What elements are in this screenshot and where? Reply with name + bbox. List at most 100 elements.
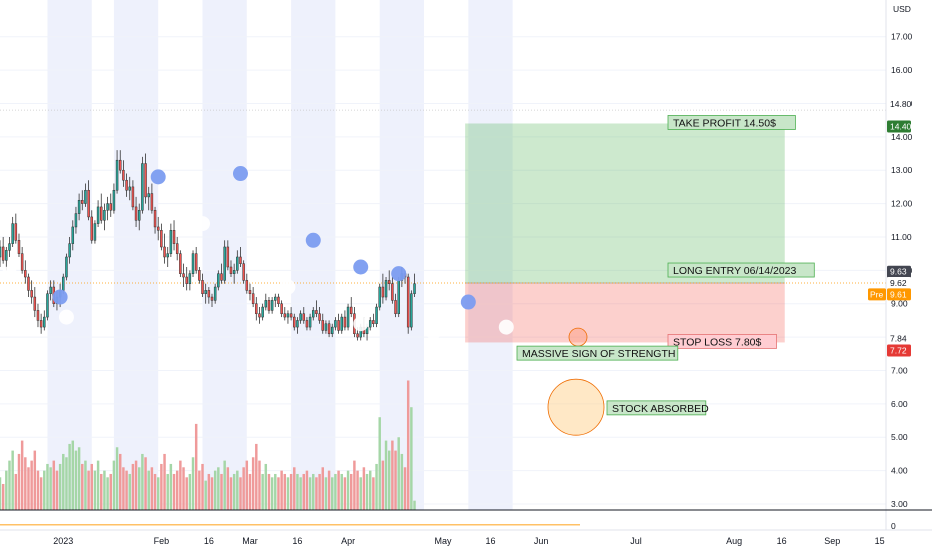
candle-body <box>169 230 173 254</box>
candle-1 <box>1 236 5 264</box>
volume-bar-38 <box>119 453 122 510</box>
candle-63 <box>198 267 201 284</box>
candle-body <box>103 210 106 221</box>
time-label-8: Jun <box>534 536 549 546</box>
candle-33 <box>103 203 106 231</box>
volume-bar-66 <box>207 473 211 510</box>
volume-bar-101 <box>318 473 321 510</box>
candle-29 <box>90 210 94 244</box>
volume-bar-45 <box>141 453 144 510</box>
white-dot-1 <box>58 309 74 325</box>
candle-body <box>191 253 195 274</box>
volume-bar-42 <box>131 463 135 510</box>
candle-body <box>378 286 381 308</box>
candle-body <box>312 310 315 318</box>
candle-body <box>182 273 185 278</box>
candle-body <box>128 186 131 191</box>
candle-56 <box>175 236 179 261</box>
blue-dot-0 <box>52 289 68 305</box>
candle-77 <box>242 260 245 284</box>
blue-dot-5 <box>391 266 407 282</box>
candle-body <box>255 303 258 314</box>
volume-bar-39 <box>122 467 125 510</box>
volume-bar-8 <box>24 457 27 510</box>
volume-bar-31 <box>96 460 100 510</box>
candle-body <box>74 213 78 228</box>
volume-bars <box>0 380 416 510</box>
candle-68 <box>213 283 217 304</box>
volume-bar-33 <box>103 470 106 510</box>
candle-92 <box>289 307 293 321</box>
price-tick-10: 13.00 <box>891 165 913 175</box>
candle-129 <box>406 273 410 334</box>
volume-bar-56 <box>175 470 179 510</box>
stop-highlight-circle <box>568 327 588 347</box>
candle-body <box>381 286 385 298</box>
candle-body <box>141 163 144 211</box>
candle-body <box>368 320 372 328</box>
time-label-6: May <box>434 536 452 546</box>
time-label-1: Feb <box>154 536 170 546</box>
candle-body <box>207 290 211 298</box>
blue-dot-1 <box>150 169 166 185</box>
candle-93 <box>293 313 296 331</box>
volume-bar-100 <box>315 477 318 510</box>
candle-7 <box>20 246 24 274</box>
volume-bar-75 <box>236 470 239 510</box>
volume-bar-97 <box>305 470 309 510</box>
candle-25 <box>77 193 81 221</box>
candle-body <box>81 199 84 204</box>
candle-body <box>147 193 150 198</box>
chart-markers <box>1 166 514 340</box>
candle-111 <box>349 297 353 318</box>
volume-bar-5 <box>14 473 18 510</box>
candle-5 <box>14 213 18 244</box>
candle-74 <box>232 263 236 284</box>
price-label-5: 7.84 <box>890 333 907 343</box>
time-strip <box>0 524 580 526</box>
candle-99 <box>312 307 315 321</box>
candle-body <box>406 276 410 328</box>
long-entry-label-box <box>667 262 815 278</box>
volume-bar-53 <box>166 473 169 510</box>
candle-73 <box>229 260 233 278</box>
candle-9 <box>27 273 30 298</box>
candle-36 <box>112 183 116 214</box>
volume-bar-48 <box>150 467 154 510</box>
volume-bar-70 <box>220 473 223 510</box>
blue-dot-4 <box>353 259 369 275</box>
candle-119 <box>375 303 378 328</box>
price-label-1: 14.40 <box>890 121 912 131</box>
candle-body <box>14 223 18 241</box>
candle-46 <box>144 153 147 204</box>
volume-bar-96 <box>302 473 306 510</box>
candle-body <box>270 300 274 311</box>
volume-bar-37 <box>115 447 119 510</box>
volume-bar-102 <box>321 467 324 510</box>
candle-108 <box>340 313 343 334</box>
volume-bar-20 <box>62 453 65 510</box>
candle-100 <box>315 300 318 318</box>
candle-42 <box>131 180 135 211</box>
candle-11 <box>33 287 37 318</box>
chart-annotations: MASSIVE SIGN OF STRENGTH STOCK ABSORBED <box>516 327 709 436</box>
volume-bar-4 <box>11 450 14 510</box>
strength-label: MASSIVE SIGN OF STRENGTH <box>522 348 675 360</box>
candle-body <box>293 316 296 328</box>
volume-bar-124 <box>391 440 394 510</box>
candle-body <box>30 290 33 298</box>
volume-bar-54 <box>169 463 173 510</box>
volume-bar-25 <box>77 447 81 510</box>
volume-bar-22 <box>68 443 71 510</box>
volume-bar-82 <box>258 460 261 510</box>
volume-bar-117 <box>368 470 372 510</box>
candle-47 <box>147 186 150 211</box>
volume-bar-41 <box>128 473 131 510</box>
candle-body <box>77 199 81 214</box>
price-label-3: 9.62 <box>890 278 907 288</box>
candle-14 <box>43 310 46 331</box>
volume-bar-77 <box>242 467 245 510</box>
volume-bar-0 <box>0 477 2 510</box>
